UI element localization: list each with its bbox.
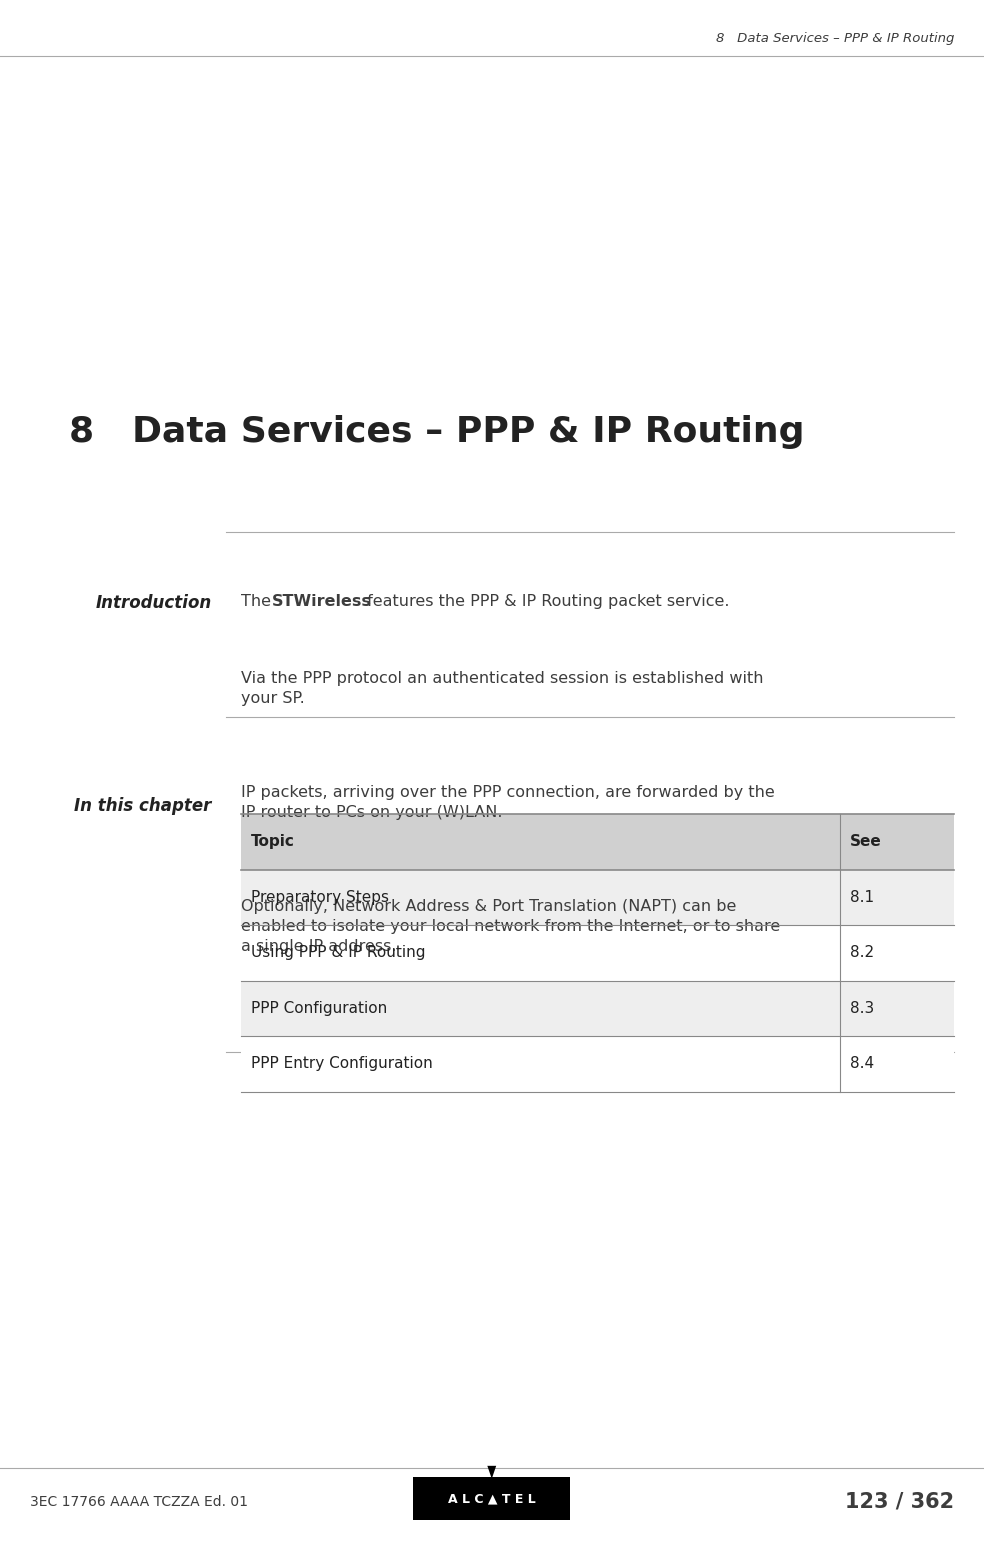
Text: 8.2: 8.2 xyxy=(850,945,874,961)
Text: A L C ▲ T E L: A L C ▲ T E L xyxy=(448,1493,535,1505)
Text: In this chapter: In this chapter xyxy=(74,797,212,816)
Text: Topic: Topic xyxy=(251,834,295,850)
Bar xyxy=(241,925,954,981)
Bar xyxy=(241,1036,954,1092)
Polygon shape xyxy=(488,1466,497,1479)
Text: PPP Entry Configuration: PPP Entry Configuration xyxy=(251,1056,433,1072)
Text: 8.3: 8.3 xyxy=(850,1001,874,1016)
Text: Via the PPP protocol an authenticated session is established with
your SP.: Via the PPP protocol an authenticated se… xyxy=(241,671,763,706)
Bar xyxy=(241,870,954,925)
Text: STWireless: STWireless xyxy=(272,594,372,609)
Text: PPP Configuration: PPP Configuration xyxy=(251,1001,387,1016)
Bar xyxy=(241,814,954,870)
Text: 8.1: 8.1 xyxy=(850,890,874,905)
Text: 8.4: 8.4 xyxy=(850,1056,874,1072)
Text: See: See xyxy=(850,834,881,850)
Text: features the PPP & IP Routing packet service.: features the PPP & IP Routing packet ser… xyxy=(362,594,729,609)
Text: 8   Data Services – PPP & IP Routing: 8 Data Services – PPP & IP Routing xyxy=(69,415,804,449)
Text: 123 / 362: 123 / 362 xyxy=(845,1493,954,1511)
Text: 3EC 17766 AAAA TCZZA Ed. 01: 3EC 17766 AAAA TCZZA Ed. 01 xyxy=(30,1494,248,1510)
Text: Optionally, Network Address & Port Translation (NAPT) can be
enabled to isolate : Optionally, Network Address & Port Trans… xyxy=(241,899,780,953)
Text: Using PPP & IP Routing: Using PPP & IP Routing xyxy=(251,945,426,961)
Text: The: The xyxy=(241,594,276,609)
Text: IP packets, arriving over the PPP connection, are forwarded by the
IP router to : IP packets, arriving over the PPP connec… xyxy=(241,785,774,820)
Text: 8   Data Services – PPP & IP Routing: 8 Data Services – PPP & IP Routing xyxy=(715,32,954,45)
Text: Introduction: Introduction xyxy=(95,594,212,612)
Bar xyxy=(241,981,954,1036)
Text: Preparatory Steps: Preparatory Steps xyxy=(251,890,389,905)
Bar xyxy=(413,1477,570,1520)
